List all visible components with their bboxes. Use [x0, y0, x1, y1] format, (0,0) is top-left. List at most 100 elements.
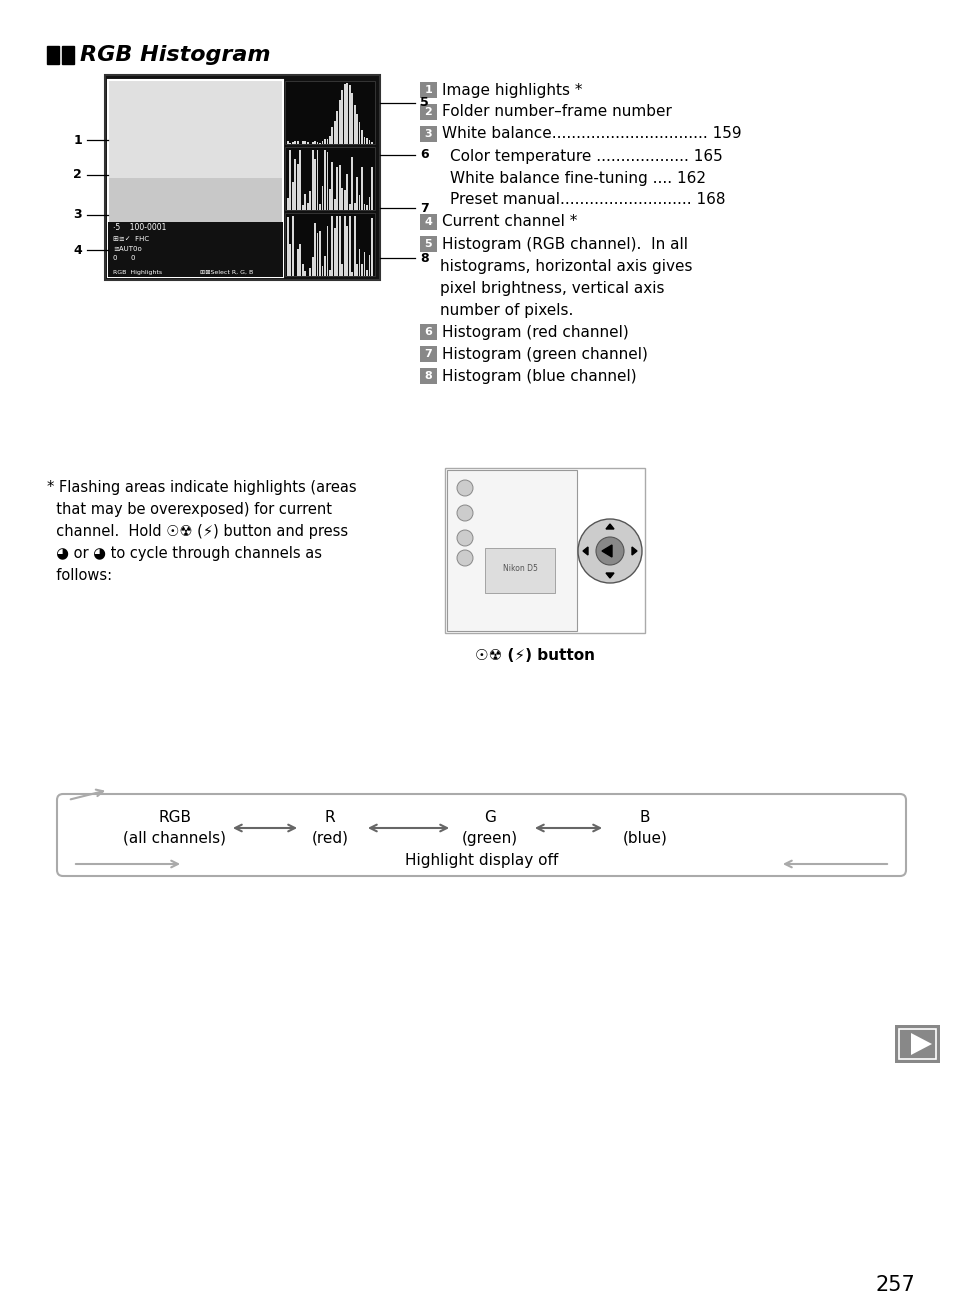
Bar	[355, 114, 357, 145]
Bar	[296, 141, 298, 145]
Bar	[343, 215, 345, 276]
Bar	[371, 142, 373, 145]
Bar	[341, 91, 343, 145]
Circle shape	[456, 505, 473, 520]
Text: ≅AUT0o: ≅AUT0o	[112, 246, 142, 252]
Text: R: R	[324, 811, 335, 825]
FancyBboxPatch shape	[57, 794, 905, 876]
Text: B: B	[639, 811, 650, 825]
Bar	[292, 183, 294, 210]
Text: ☉☢ (⚡) button: ☉☢ (⚡) button	[475, 648, 595, 662]
Bar	[351, 156, 353, 210]
Text: Color temperature ................... 165: Color temperature ................... 16…	[450, 148, 722, 163]
Bar	[366, 138, 368, 145]
Bar	[355, 264, 357, 276]
Bar	[285, 213, 375, 276]
Bar	[368, 197, 370, 210]
Bar	[346, 175, 348, 210]
Bar	[319, 231, 320, 276]
Text: G: G	[483, 811, 496, 825]
Text: 0      0: 0 0	[112, 255, 135, 261]
Polygon shape	[910, 1033, 931, 1055]
Text: 1: 1	[73, 134, 82, 146]
Text: ◕ or ◕ to cycle through channels as: ◕ or ◕ to cycle through channels as	[47, 547, 322, 561]
Bar	[296, 164, 298, 210]
Bar	[312, 142, 314, 145]
Bar	[331, 215, 333, 276]
Polygon shape	[605, 524, 614, 530]
Bar	[331, 162, 333, 210]
Bar	[363, 204, 365, 210]
Bar	[324, 256, 326, 276]
Bar	[361, 264, 362, 276]
Bar	[301, 141, 303, 145]
Bar	[108, 80, 283, 277]
Bar	[341, 264, 343, 276]
Polygon shape	[582, 547, 587, 555]
Bar	[319, 142, 320, 145]
Text: (green): (green)	[461, 830, 517, 845]
Text: 3: 3	[424, 129, 432, 139]
Text: Histogram (red channel): Histogram (red channel)	[441, 325, 628, 339]
Text: 8: 8	[419, 251, 428, 264]
Text: 2: 2	[73, 168, 82, 181]
Bar	[484, 548, 555, 593]
Bar	[324, 139, 326, 145]
Bar	[419, 81, 436, 99]
Text: Folder number–frame number: Folder number–frame number	[441, 105, 671, 120]
Bar	[287, 141, 289, 145]
Bar	[307, 204, 308, 210]
Bar	[309, 268, 311, 276]
Bar	[898, 1029, 935, 1059]
Text: White balance fine-tuning .... 162: White balance fine-tuning .... 162	[450, 171, 705, 185]
Bar	[326, 152, 328, 210]
Circle shape	[456, 530, 473, 547]
Bar	[292, 142, 294, 145]
Text: RGB: RGB	[158, 811, 192, 825]
Bar	[294, 141, 295, 145]
Bar	[336, 110, 338, 145]
Bar	[338, 100, 340, 145]
Bar	[444, 468, 644, 633]
Bar	[312, 150, 314, 210]
Text: 7: 7	[424, 350, 432, 359]
Text: RGB  Highlights: RGB Highlights	[112, 269, 162, 275]
Bar	[105, 75, 379, 280]
Bar	[316, 150, 318, 210]
Bar	[354, 215, 355, 276]
Text: (blue): (blue)	[622, 830, 667, 845]
Bar	[324, 150, 326, 210]
Bar	[419, 346, 436, 361]
Text: * Flashing areas indicate highlights (areas: * Flashing areas indicate highlights (ar…	[47, 480, 356, 495]
Text: Histogram (RGB channel).  In all: Histogram (RGB channel). In all	[441, 237, 687, 251]
Bar	[419, 325, 436, 340]
Text: RGB Histogram: RGB Histogram	[80, 45, 271, 64]
Circle shape	[456, 480, 473, 495]
Bar	[287, 217, 289, 276]
Bar	[326, 139, 328, 145]
Bar	[338, 215, 340, 276]
Bar	[108, 222, 283, 277]
Bar	[349, 204, 350, 210]
Text: Preset manual........................... 168: Preset manual...........................…	[450, 192, 724, 208]
Bar	[343, 84, 345, 145]
Text: 1: 1	[424, 85, 432, 95]
Text: Current channel *: Current channel *	[441, 214, 577, 230]
Bar	[316, 142, 318, 145]
Bar	[349, 215, 350, 276]
Bar	[304, 194, 306, 210]
Text: 257: 257	[874, 1275, 914, 1296]
Bar	[289, 244, 291, 276]
Bar	[319, 204, 320, 210]
Bar	[309, 191, 311, 210]
Text: ⊞≅✓  FHC: ⊞≅✓ FHC	[112, 237, 149, 242]
Text: that may be overexposed) for current: that may be overexposed) for current	[47, 502, 332, 516]
Bar	[314, 142, 315, 145]
Bar	[447, 470, 577, 631]
Bar	[304, 271, 306, 276]
Bar	[316, 234, 318, 276]
Bar	[358, 194, 360, 210]
Bar	[346, 83, 348, 145]
Circle shape	[456, 551, 473, 566]
Bar	[307, 142, 308, 145]
